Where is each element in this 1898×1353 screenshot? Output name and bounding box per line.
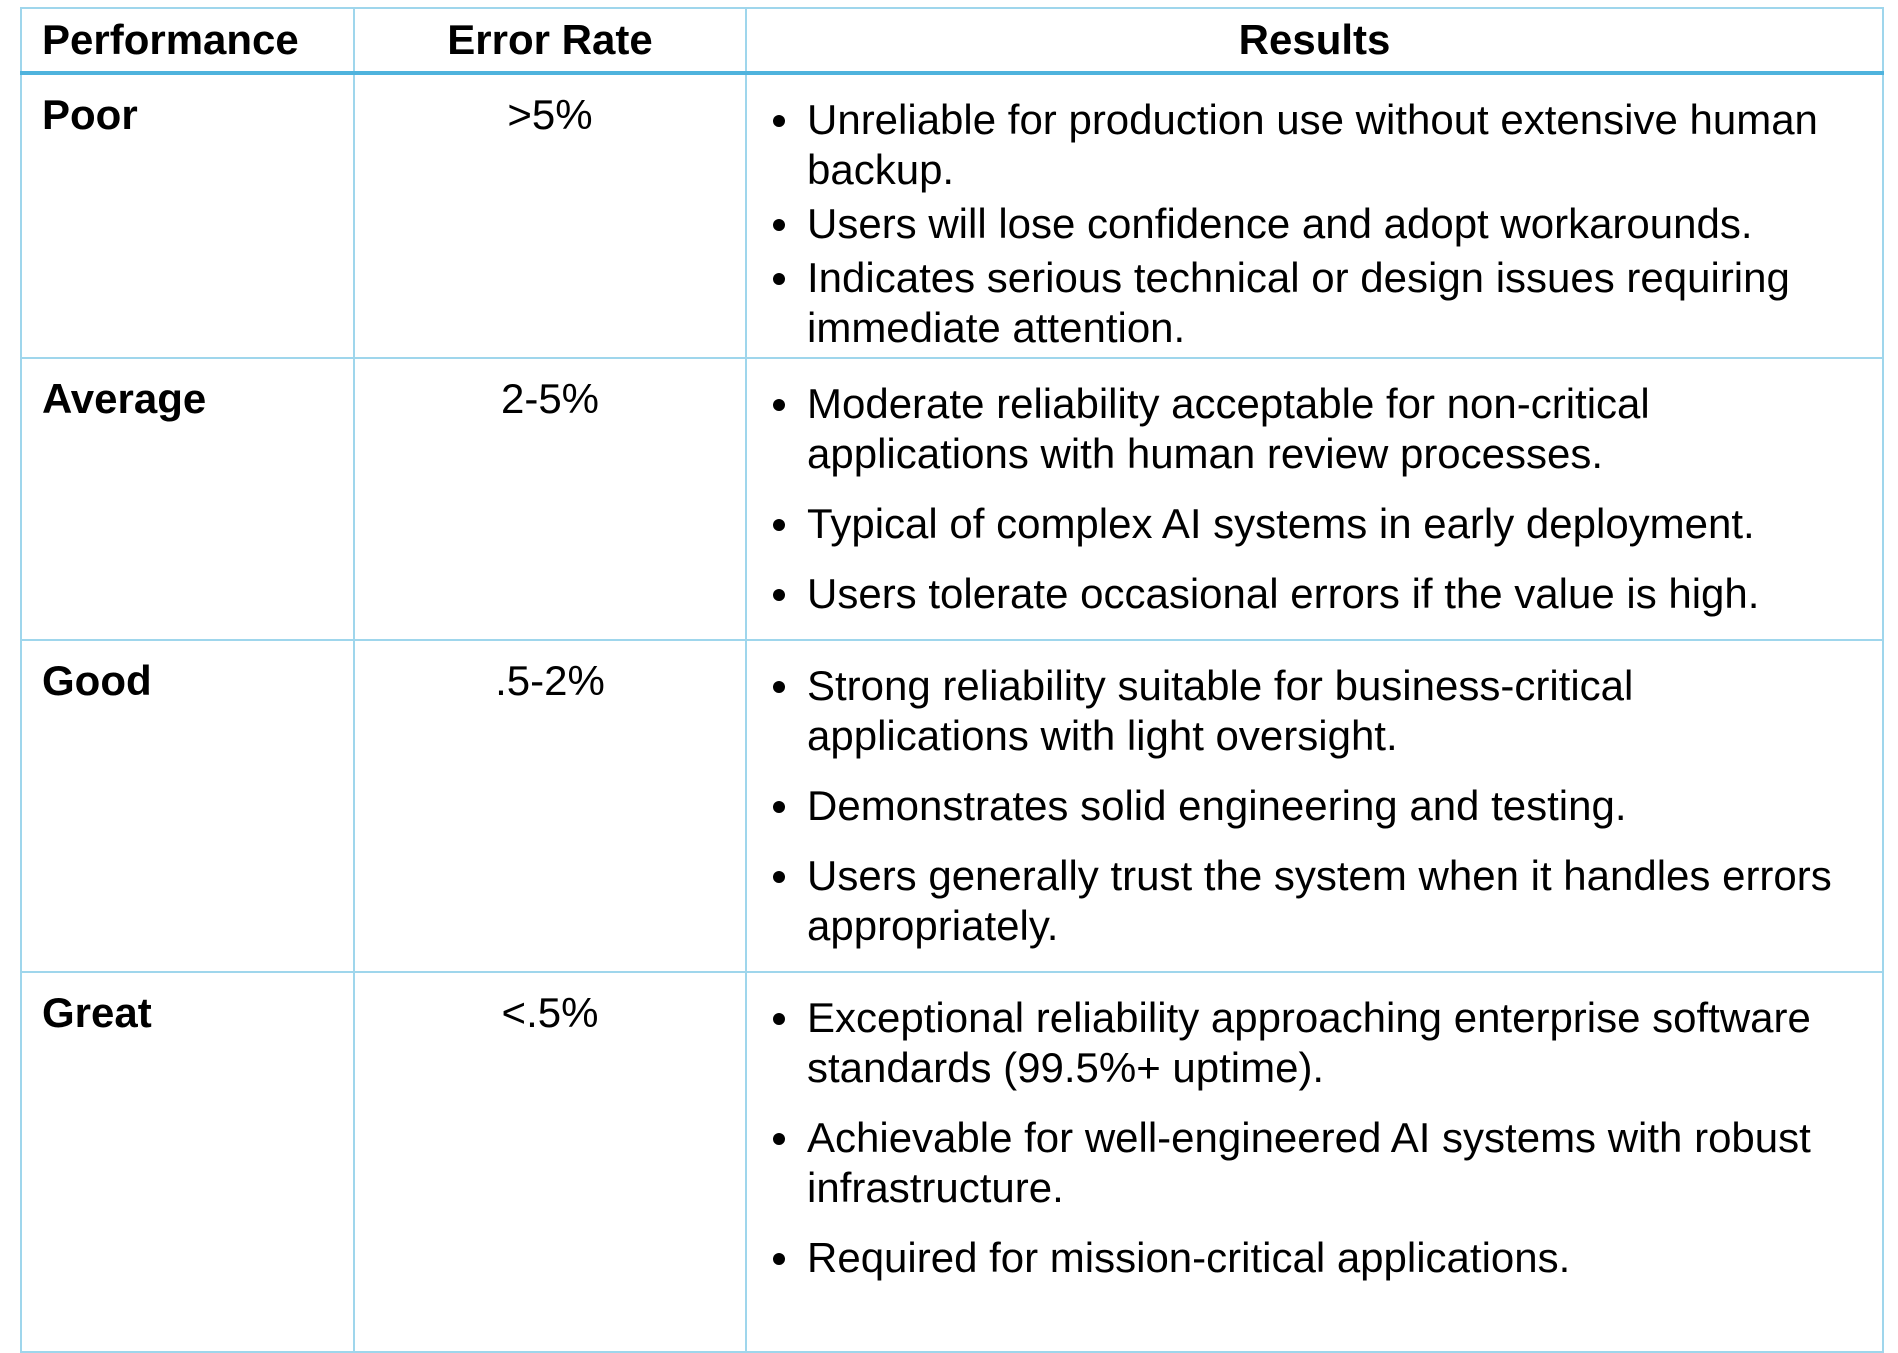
list-item: Typical of complex AI systems in early d… bbox=[769, 499, 1862, 549]
performance-level: Poor bbox=[20, 72, 355, 359]
list-item: Moderate reliability acceptable for non-… bbox=[769, 379, 1862, 479]
list-item: Achievable for well-engineered AI system… bbox=[769, 1113, 1862, 1213]
list-item: Required for mission-critical applicatio… bbox=[769, 1233, 1862, 1283]
table-row: Poor >5% Unreliable for production use w… bbox=[20, 72, 1884, 359]
results-cell: Strong reliability suitable for business… bbox=[745, 639, 1884, 973]
header-performance: Performance bbox=[20, 7, 355, 75]
list-item: Users will lose confidence and adopt wor… bbox=[769, 199, 1862, 249]
error-rate-value: 2-5% bbox=[353, 357, 747, 641]
table-row: Good .5-2% Strong reliability suitable f… bbox=[20, 639, 1884, 973]
results-list: Moderate reliability acceptable for non-… bbox=[769, 379, 1862, 619]
list-item: Demonstrates solid engineering and testi… bbox=[769, 781, 1862, 831]
performance-table: Performance Error Rate Results Poor >5% … bbox=[20, 7, 1884, 1353]
list-item: Unreliable for production use without ex… bbox=[769, 95, 1862, 195]
error-rate-value: >5% bbox=[353, 72, 747, 359]
list-item: Exceptional reliability approaching ente… bbox=[769, 993, 1862, 1093]
list-item: Strong reliability suitable for business… bbox=[769, 661, 1862, 761]
performance-level: Average bbox=[20, 357, 355, 641]
table-row: Great <.5% Exceptional reliability appro… bbox=[20, 971, 1884, 1353]
results-list: Unreliable for production use without ex… bbox=[769, 95, 1862, 353]
results-list: Exceptional reliability approaching ente… bbox=[769, 993, 1862, 1283]
list-item: Indicates serious technical or design is… bbox=[769, 253, 1862, 353]
results-cell: Moderate reliability acceptable for non-… bbox=[745, 357, 1884, 641]
table-header-row: Performance Error Rate Results bbox=[20, 7, 1884, 75]
performance-level: Good bbox=[20, 639, 355, 973]
error-rate-value: .5-2% bbox=[353, 639, 747, 973]
results-list: Strong reliability suitable for business… bbox=[769, 661, 1862, 951]
results-cell: Unreliable for production use without ex… bbox=[745, 72, 1884, 359]
error-rate-value: <.5% bbox=[353, 971, 747, 1353]
results-cell: Exceptional reliability approaching ente… bbox=[745, 971, 1884, 1353]
table-row: Average 2-5% Moderate reliability accept… bbox=[20, 357, 1884, 641]
header-error-rate: Error Rate bbox=[353, 7, 747, 75]
list-item: Users generally trust the system when it… bbox=[769, 851, 1862, 951]
header-results: Results bbox=[745, 7, 1884, 75]
list-item: Users tolerate occasional errors if the … bbox=[769, 569, 1862, 619]
performance-level: Great bbox=[20, 971, 355, 1353]
